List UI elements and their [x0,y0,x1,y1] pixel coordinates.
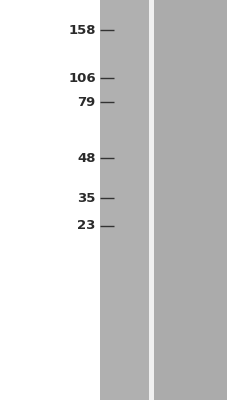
Text: 23: 23 [77,220,95,232]
Text: 79: 79 [77,96,95,108]
Text: 158: 158 [68,24,95,36]
Text: 35: 35 [77,192,95,204]
Bar [153,0,227,400]
Text: 48: 48 [77,152,95,164]
Text: 106: 106 [68,72,95,84]
Bar [100,0,149,400]
Bar [149,0,153,400]
